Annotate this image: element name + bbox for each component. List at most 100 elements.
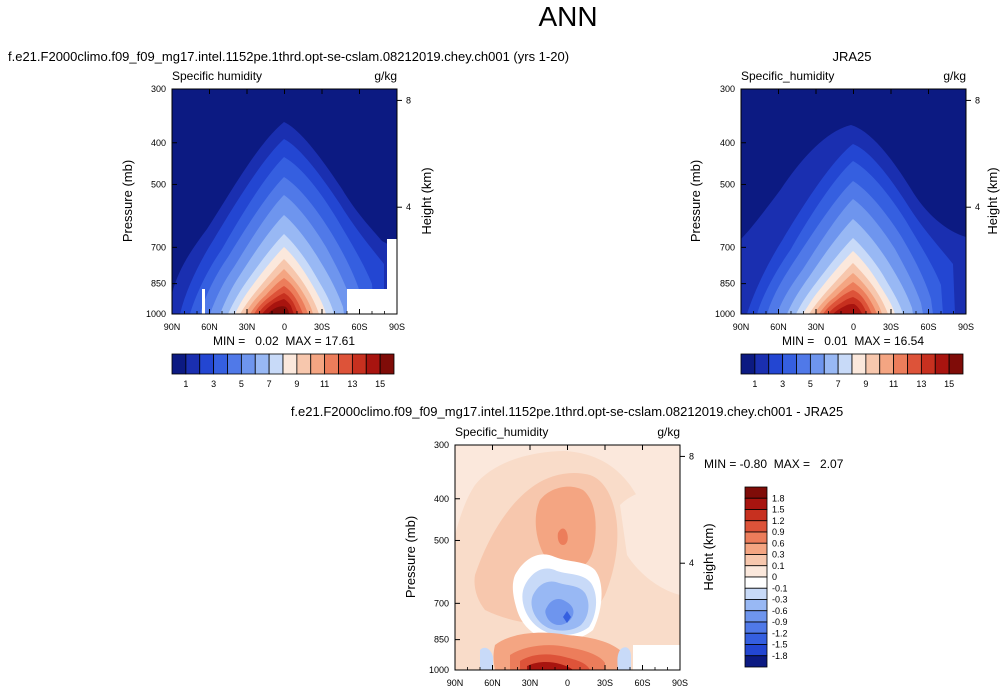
min-max-label: MIN = -0.80 MAX = 2.07 [704, 457, 844, 471]
colorbar: 1 3 5 7 9 11 13 15 [740, 353, 964, 389]
colorbar-label: 1 [183, 379, 188, 389]
x-tick-label: 0 [282, 322, 287, 332]
x-tick-label: 90N [447, 678, 464, 688]
colorbar-swatch [768, 353, 784, 375]
colorbar-swatch [744, 587, 768, 600]
colorbar-label: 1.5 [772, 505, 785, 515]
colorbar-swatch [744, 497, 768, 510]
contour-level [563, 611, 571, 623]
colorbar-swatch [744, 520, 768, 533]
panel-title: JRA25 [832, 49, 871, 64]
y-right-tick-label: 4 [406, 202, 411, 212]
y-tick-label: 1000 [429, 665, 449, 675]
x-tick-label: 30S [883, 322, 899, 332]
y-right-tick-label: 4 [975, 202, 980, 212]
colorbar-swatch [740, 353, 756, 375]
y-ticks: 300 400 500 700 850 1000 [715, 84, 746, 319]
colorbar-swatch [296, 353, 312, 375]
y-tick-label: 400 [720, 138, 735, 148]
x-tick-label: 90N [164, 322, 181, 332]
y-right-tick-label: 8 [406, 95, 411, 105]
colorbar-swatch [934, 353, 950, 375]
contour-level [527, 661, 573, 670]
subtitle-right: g/kg [374, 69, 397, 83]
colorbar-swatch [920, 353, 936, 375]
colorbar-swatch [796, 353, 811, 375]
y-right-tick-label: 8 [975, 95, 980, 105]
colorbar: 1 3 5 7 9 11 13 15 [171, 353, 395, 389]
contour-fill [741, 89, 966, 314]
panel-difference: f.e21.F2000climo.f09_f09_mg17.intel.1152… [291, 404, 844, 688]
contour-level [617, 647, 631, 670]
contour-fill [172, 89, 397, 314]
colorbar-swatch [227, 353, 242, 375]
y-right-tick-label: 8 [689, 451, 694, 461]
x-tick-label: 90S [389, 322, 405, 332]
colorbar-label: 5 [808, 379, 813, 389]
x-ticks: 90N 60N 30N 0 30S 60S 90S [447, 445, 688, 688]
colorbar-label: -1.2 [772, 628, 788, 638]
x-tick-label: 60N [770, 322, 787, 332]
missing-data-region [202, 289, 205, 314]
colorbar-label: 13 [916, 379, 926, 389]
subtitle-right: g/kg [943, 69, 966, 83]
x-tick-label: 60S [351, 322, 367, 332]
y-tick-label: 700 [434, 598, 449, 608]
min-max-label: MIN = 0.02 MAX = 17.61 [213, 334, 355, 348]
panel-title: f.e21.F2000climo.f09_f09_mg17.intel.1152… [291, 404, 843, 419]
colorbar: 1.81.51.20.90.60.30.10-0.1-0.3-0.6-0.9-1… [744, 486, 788, 668]
x-tick-label: 30S [597, 678, 613, 688]
colorbar-swatch [744, 509, 768, 522]
colorbar-swatch [851, 353, 867, 375]
y-tick-label: 700 [720, 242, 735, 252]
y-tick-label: 300 [720, 84, 735, 94]
colorbar-swatch [744, 531, 768, 544]
colorbar-swatch [744, 565, 768, 578]
colorbar-swatch [185, 353, 201, 375]
colorbar-label: 1.2 [772, 516, 785, 526]
y-tick-label: 1000 [715, 309, 735, 319]
colorbar-label: 11 [889, 379, 898, 389]
y-tick-label: 700 [151, 242, 166, 252]
colorbar-label: 7 [836, 379, 841, 389]
contour-level [557, 528, 568, 545]
colorbar-label: 13 [347, 379, 357, 389]
x-tick-label: 30N [239, 322, 256, 332]
y-right-ticks: 84 [680, 451, 694, 568]
colorbar-swatch [338, 353, 353, 375]
colorbar-label: -0.3 [772, 595, 788, 605]
x-tick-label: 60N [484, 678, 501, 688]
page-title: ANN [538, 1, 597, 32]
colorbar-label: 9 [863, 379, 868, 389]
colorbar-label: 3 [780, 379, 785, 389]
y-tick-label: 500 [720, 179, 735, 189]
colorbar-label: 9 [294, 379, 299, 389]
colorbar-swatch [744, 554, 768, 567]
colorbar-label: 15 [944, 379, 954, 389]
contour-level [620, 488, 680, 595]
contour-level [455, 445, 680, 565]
subtitle-left: Specific_humidity [455, 425, 548, 439]
colorbar-swatch [809, 353, 825, 375]
x-tick-label: 90N [733, 322, 750, 332]
colorbar-label: 0.6 [772, 538, 785, 548]
colorbar-swatch [744, 655, 768, 668]
y-tick-label: 500 [151, 179, 166, 189]
colorbar-swatch [282, 353, 298, 375]
contour-level [268, 306, 289, 314]
x-ticks: 90N 60N 30N 0 30S 60S 90S [164, 89, 405, 332]
colorbar-swatch [744, 621, 768, 634]
y-tick-label: 400 [151, 138, 166, 148]
subtitle-right: g/kg [657, 425, 680, 439]
y-tick-label: 300 [434, 440, 449, 450]
colorbar-swatch [213, 353, 228, 375]
colorbar-swatch [744, 576, 768, 589]
colorbar-label: 7 [267, 379, 272, 389]
x-tick-label: 60S [634, 678, 650, 688]
y-tick-label: 500 [434, 535, 449, 545]
colorbar-swatch [365, 353, 381, 375]
panel-model: f.e21.F2000climo.f09_f09_mg17.intel.1152… [8, 49, 569, 389]
contour-fill [455, 445, 680, 670]
y-ticks: 300 400 500 700 850 1000 [429, 440, 460, 675]
panel-title: f.e21.F2000climo.f09_f09_mg17.intel.1152… [8, 49, 569, 64]
